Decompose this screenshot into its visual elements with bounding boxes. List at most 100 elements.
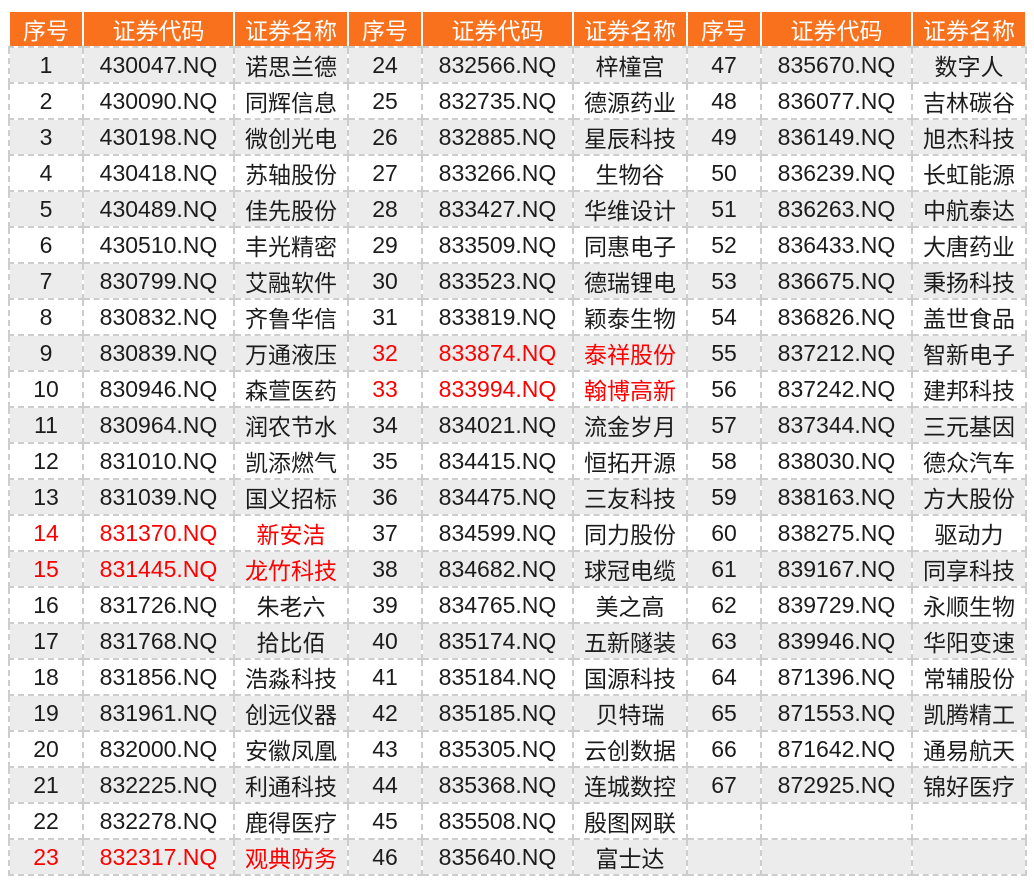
name-cell: 梓橦宫 — [572, 46, 688, 84]
seq-cell: 2 — [8, 82, 84, 120]
seq-cell: 28 — [347, 190, 423, 228]
name-cell: 利通科技 — [233, 766, 349, 804]
name-cell: 大唐药业 — [911, 226, 1027, 264]
name-cell: 贝特瑞 — [572, 694, 688, 732]
code-cell: 835640.NQ — [421, 838, 574, 876]
name-cell: 安徽凤凰 — [233, 730, 349, 768]
code-cell: 838030.NQ — [760, 442, 913, 480]
name-cell: 智新电子 — [911, 334, 1027, 372]
code-cell: 430198.NQ — [82, 118, 235, 156]
seq-cell: 26 — [347, 118, 423, 156]
name-cell: 万通液压 — [233, 334, 349, 372]
seq-cell: 4 — [8, 154, 84, 192]
code-cell: 830946.NQ — [82, 370, 235, 408]
name-cell: 生物谷 — [572, 154, 688, 192]
seq-cell: 25 — [347, 82, 423, 120]
seq-cell: 45 — [347, 802, 423, 840]
seq-cell: 21 — [8, 766, 84, 804]
seq-cell: 32 — [347, 334, 423, 372]
seq-cell: 61 — [686, 550, 762, 588]
seq-cell: 10 — [8, 370, 84, 408]
seq-cell: 18 — [8, 658, 84, 696]
code-cell: 839946.NQ — [760, 622, 913, 660]
code-cell: 831768.NQ — [82, 622, 235, 660]
code-cell: 832735.NQ — [421, 82, 574, 120]
table-row: 3 430198.NQ 微创光电 26 832885.NQ 星辰科技 49 836149.NQ… — [8, 118, 1027, 156]
seq-cell: 30 — [347, 262, 423, 300]
code-cell: 832317.NQ — [82, 838, 235, 876]
seq-cell: 19 — [8, 694, 84, 732]
table-row: 19 831961.NQ 创远仪器 42 835185.NQ 贝特瑞 65 871553.NQ… — [8, 694, 1027, 732]
name-cell: 恒拓开源 — [572, 442, 688, 480]
name-cell: 颖泰生物 — [572, 298, 688, 336]
seq-cell: 29 — [347, 226, 423, 264]
name-cell: 龙竹科技 — [233, 550, 349, 588]
seq-cell: 39 — [347, 586, 423, 624]
seq-cell: 65 — [686, 694, 762, 732]
seq-cell: 12 — [8, 442, 84, 480]
code-cell: 835174.NQ — [421, 622, 574, 660]
name-cell: 建邦科技 — [911, 370, 1027, 408]
table-body: 1 430047.NQ 诺思兰德 24 832566.NQ 梓橦宫 47 835670.NQ 数… — [8, 46, 1027, 876]
name-cell: 德源药业 — [572, 82, 688, 120]
seq-cell: 64 — [686, 658, 762, 696]
seq-cell: 6 — [8, 226, 84, 264]
code-cell: 836826.NQ — [760, 298, 913, 336]
code-cell: 834765.NQ — [421, 586, 574, 624]
table-row: 10 830946.NQ 森萱医药 33 833994.NQ 翰博高新 56 837242.N… — [8, 370, 1027, 408]
seq-cell: 22 — [8, 802, 84, 840]
table-row: 14 831370.NQ 新安洁 37 834599.NQ 同力股份 60 838275.NQ… — [8, 514, 1027, 552]
code-cell: 831039.NQ — [82, 478, 235, 516]
name-cell: 美之高 — [572, 586, 688, 624]
table-row: 13 831039.NQ 国义招标 36 834475.NQ 三友科技 59 838163.N… — [8, 478, 1027, 516]
empty-cell — [760, 802, 913, 840]
empty-cell — [686, 802, 762, 840]
code-cell: 833509.NQ — [421, 226, 574, 264]
name-cell: 翰博高新 — [572, 370, 688, 408]
code-cell: 836675.NQ — [760, 262, 913, 300]
code-cell: 831961.NQ — [82, 694, 235, 732]
seq-cell: 49 — [686, 118, 762, 156]
table-row: 15 831445.NQ 龙竹科技 38 834682.NQ 球冠电缆 61 839167.N… — [8, 550, 1027, 588]
code-cell: 835184.NQ — [421, 658, 574, 696]
code-cell: 430418.NQ — [82, 154, 235, 192]
code-cell: 832225.NQ — [82, 766, 235, 804]
seq-cell: 58 — [686, 442, 762, 480]
name-cell: 三友科技 — [572, 478, 688, 516]
seq-cell: 37 — [347, 514, 423, 552]
name-cell: 通易航天 — [911, 730, 1027, 768]
seq-cell: 5 — [8, 190, 84, 228]
code-cell: 430047.NQ — [82, 46, 235, 84]
seq-cell: 56 — [686, 370, 762, 408]
seq-cell: 8 — [8, 298, 84, 336]
name-cell: 连城数控 — [572, 766, 688, 804]
seq-cell: 48 — [686, 82, 762, 120]
seq-cell: 54 — [686, 298, 762, 336]
code-cell: 830839.NQ — [82, 334, 235, 372]
name-cell: 长虹能源 — [911, 154, 1027, 192]
seq-cell: 16 — [8, 586, 84, 624]
name-cell: 方大股份 — [911, 478, 1027, 516]
name-cell: 艾融软件 — [233, 262, 349, 300]
header-code-2: 证券代码 — [421, 10, 574, 48]
code-cell: 837212.NQ — [760, 334, 913, 372]
name-cell: 同力股份 — [572, 514, 688, 552]
name-cell: 吉林碳谷 — [911, 82, 1027, 120]
name-cell: 浩淼科技 — [233, 658, 349, 696]
code-cell: 830964.NQ — [82, 406, 235, 444]
code-cell: 839167.NQ — [760, 550, 913, 588]
name-cell: 森萱医药 — [233, 370, 349, 408]
code-cell: 833994.NQ — [421, 370, 574, 408]
seq-cell: 52 — [686, 226, 762, 264]
table-row: 5 430489.NQ 佳先股份 28 833427.NQ 华维设计 51 836263.NQ… — [8, 190, 1027, 228]
code-cell: 834415.NQ — [421, 442, 574, 480]
table-row: 4 430418.NQ 苏轴股份 27 833266.NQ 生物谷 50 836239.NQ 长… — [8, 154, 1027, 192]
name-cell: 丰光精密 — [233, 226, 349, 264]
seq-cell: 53 — [686, 262, 762, 300]
seq-cell: 9 — [8, 334, 84, 372]
name-cell: 德众汽车 — [911, 442, 1027, 480]
code-cell: 830832.NQ — [82, 298, 235, 336]
code-cell: 871642.NQ — [760, 730, 913, 768]
seq-cell: 7 — [8, 262, 84, 300]
seq-cell: 24 — [347, 46, 423, 84]
